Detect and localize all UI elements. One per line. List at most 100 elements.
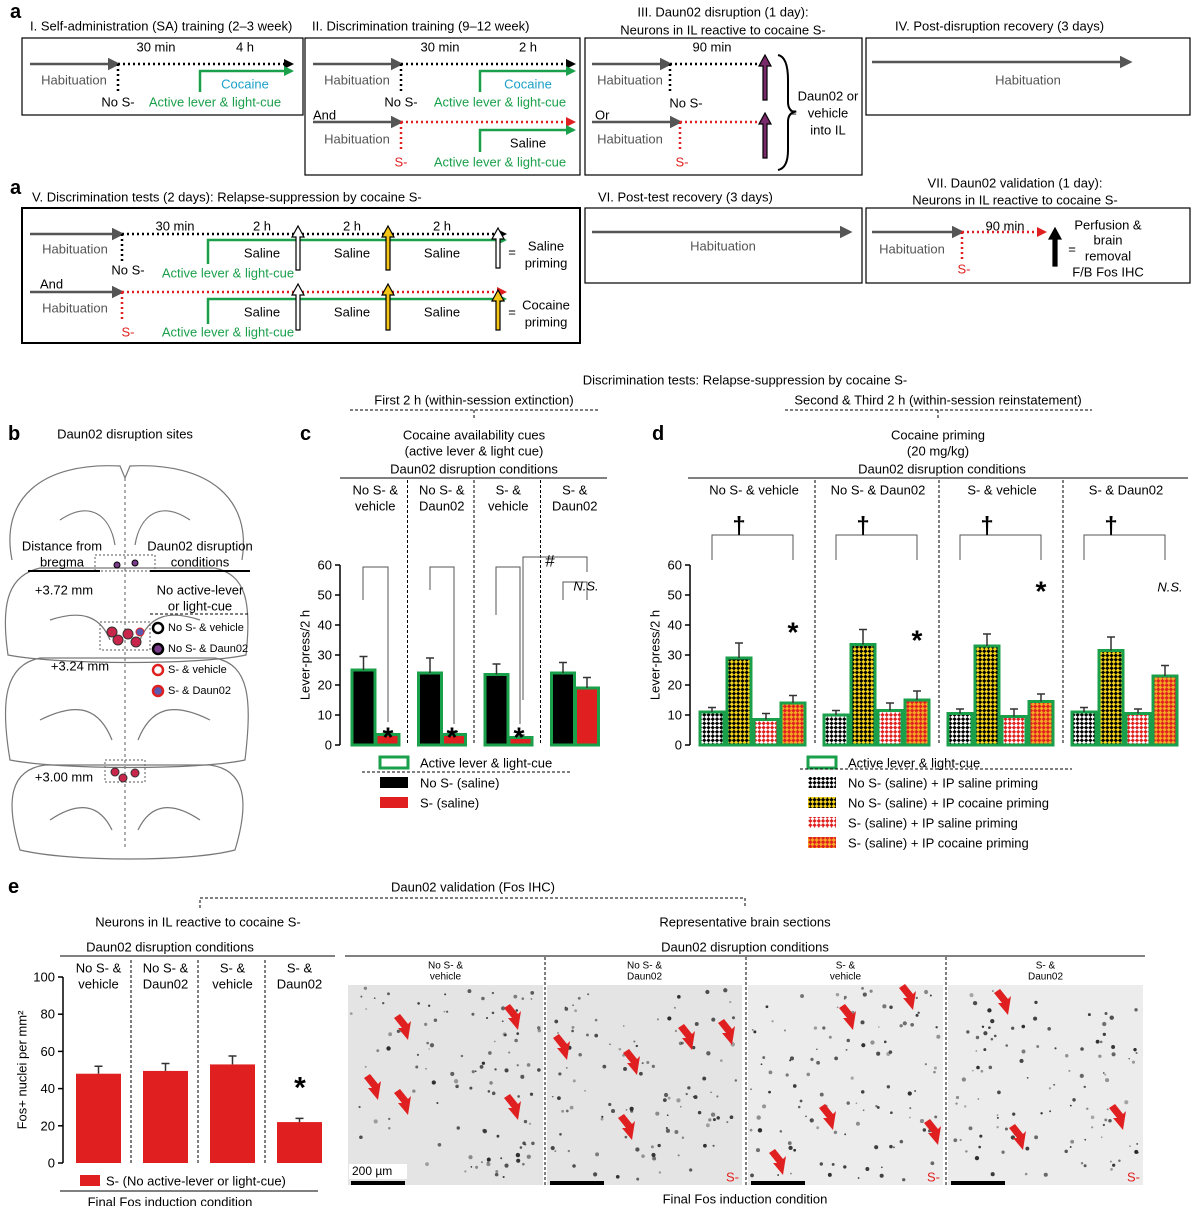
nucleus	[1021, 1024, 1026, 1029]
nucleus	[565, 1067, 568, 1069]
nucleus	[635, 1147, 640, 1152]
nucleus	[1091, 1126, 1094, 1129]
nucleus	[662, 1098, 667, 1103]
nucleus	[855, 1121, 860, 1126]
legend-swatch	[80, 1175, 100, 1186]
nucleus	[587, 993, 590, 996]
nucleus	[833, 1130, 838, 1135]
legend-swatch	[380, 777, 408, 788]
nucleus	[526, 1154, 531, 1159]
label: Habituation	[324, 73, 390, 88]
nucleus	[426, 1041, 429, 1045]
label: Habituation	[879, 242, 945, 257]
nucleus	[881, 1166, 883, 1169]
legend-label: S- (saline) + IP cocaine priming	[848, 836, 1029, 851]
error-bar	[161, 1062, 170, 1071]
nucleus	[665, 1126, 668, 1130]
label: 30 min	[420, 40, 459, 55]
error-bar	[708, 706, 716, 712]
nucleus	[933, 1070, 936, 1074]
nucleus	[729, 1115, 734, 1120]
cue-arrow	[478, 125, 576, 152]
bar	[1000, 715, 1028, 747]
nucleus	[1004, 1127, 1008, 1131]
image-label: No S- &	[627, 961, 662, 972]
nucleus	[594, 1033, 599, 1038]
legend-marker	[151, 684, 165, 698]
nucleus	[936, 1034, 941, 1039]
category-label: vehicle	[355, 499, 395, 514]
legend-swatch	[808, 797, 836, 808]
nucleus	[1080, 1162, 1084, 1165]
nucleus	[756, 1115, 761, 1120]
panel-label: e	[8, 876, 19, 898]
label: or light-cue	[168, 599, 232, 614]
annotation: *	[447, 722, 458, 753]
nucleus	[893, 1146, 895, 1149]
nucleus	[819, 1162, 823, 1166]
image-label: S- &	[836, 961, 856, 972]
label: =	[1068, 242, 1076, 257]
label: Daun02 disruption	[147, 539, 253, 554]
annotation: N.S.	[1157, 580, 1182, 595]
error-bar	[426, 657, 434, 673]
label: No S-	[669, 96, 702, 111]
nucleus	[486, 1161, 489, 1164]
red-arrow	[553, 1034, 570, 1060]
nucleus	[762, 1104, 767, 1109]
annotation: *	[1036, 576, 1047, 607]
injection-arrow	[290, 224, 306, 271]
error-bar	[913, 690, 921, 700]
legend-label: No S- (saline) + IP cocaine priming	[848, 796, 1049, 811]
nucleus	[799, 1099, 803, 1103]
bar	[876, 709, 904, 747]
panel-label: a	[10, 177, 22, 199]
nucleus	[528, 1122, 532, 1125]
red-arrow	[819, 1104, 836, 1130]
nucleus	[687, 1086, 691, 1090]
label: Distance from	[22, 539, 102, 554]
section-title: Daun02 validation (Fos IHC)	[391, 880, 555, 895]
error-bar	[228, 1055, 237, 1065]
nucleus	[835, 992, 840, 997]
nucleus	[1110, 1167, 1113, 1171]
label: Active lever & light-cue	[162, 325, 294, 340]
label: S-	[958, 262, 971, 277]
nucleus	[1102, 1072, 1105, 1074]
nucleus	[622, 1054, 625, 1057]
y-tick-label: 0	[675, 738, 682, 753]
nucleus	[557, 1096, 561, 1101]
red-arrow	[618, 1114, 635, 1140]
label: 30 min	[136, 40, 175, 55]
y-tick-label: 10	[318, 708, 332, 723]
y-tick-label: 100	[33, 970, 55, 985]
nucleus	[450, 1071, 455, 1076]
nucleus	[902, 1021, 907, 1026]
bar	[1124, 712, 1152, 747]
nucleus	[431, 1080, 436, 1085]
category-label: No S- &	[352, 483, 398, 498]
y-tick-label: 20	[318, 678, 332, 693]
category-label: vehicle	[488, 499, 528, 514]
nucleus	[594, 1018, 598, 1022]
nucleus	[1072, 1098, 1076, 1102]
bar	[574, 686, 600, 747]
nucleus	[663, 1092, 669, 1098]
label: vehicle	[808, 106, 848, 121]
nucleus	[593, 1172, 598, 1177]
nucleus	[1102, 1032, 1106, 1037]
y-tick-label: 60	[41, 1044, 55, 1059]
nucleus	[1069, 1104, 1072, 1107]
nucleus	[656, 1018, 660, 1021]
bar	[417, 671, 443, 747]
nucleus	[500, 1157, 503, 1160]
nucleus	[955, 1102, 958, 1105]
nucleus	[504, 1163, 509, 1168]
category-label: Daun02	[143, 977, 189, 992]
y-tick-label: 0	[48, 1156, 55, 1171]
nucleus	[1099, 1040, 1103, 1044]
annotation: *	[788, 617, 799, 648]
label: Saline	[244, 246, 280, 261]
legend-marker	[151, 642, 165, 656]
nucleus	[601, 1115, 604, 1118]
